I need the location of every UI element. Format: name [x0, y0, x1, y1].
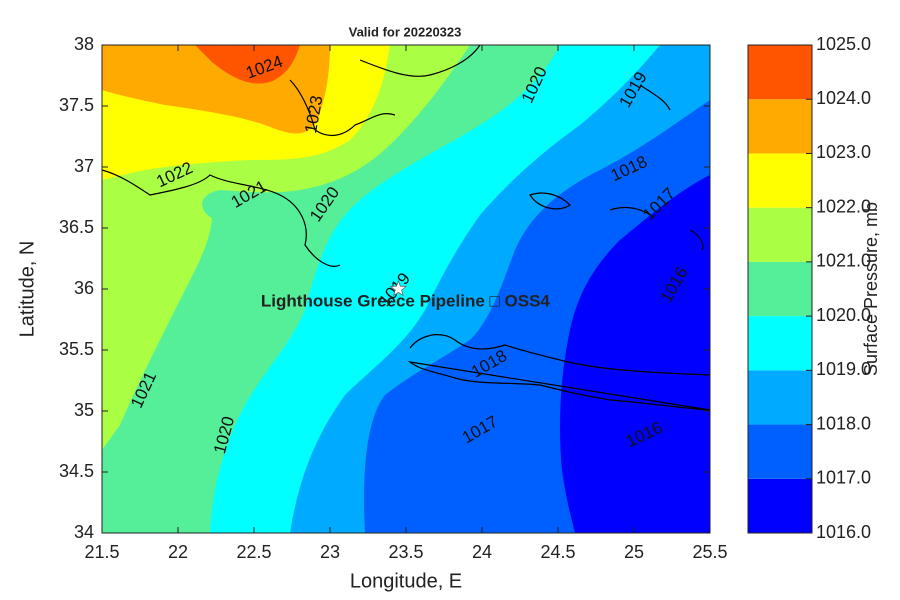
colorbar-frame [747, 44, 813, 534]
colorbar-tick-label: 1023.0 [816, 142, 871, 162]
x-tick-label: 22 [168, 542, 188, 562]
y-tick-label: 36 [74, 278, 94, 298]
pressure-band [195, 45, 300, 84]
y-tick-label: 36.5 [59, 217, 94, 237]
colorbar-tick-label: 1019.0 [816, 359, 871, 379]
x-tick-label: 23.5 [388, 542, 423, 562]
y-tick-label: 35.5 [59, 339, 94, 359]
pressure-field [102, 45, 710, 533]
x-axis-label: Longitude, E [350, 570, 462, 592]
colorbar-band [748, 424, 812, 479]
x-tick-label: 21.5 [84, 542, 119, 562]
colorbar-tick-label: 1018.0 [816, 413, 871, 433]
y-tick-label: 37.5 [59, 95, 94, 115]
colorbar-tick-label: 1025.0 [816, 34, 871, 54]
colorbar-band [748, 370, 812, 425]
site-marker [389, 279, 408, 297]
y-tick-label: 38 [74, 34, 94, 54]
colorbar-tick-label: 1017.0 [816, 468, 871, 488]
chart-title: Valid for 20220323 [349, 24, 462, 39]
colorbar-tick-label: 1016.0 [816, 522, 871, 542]
colorbar-band [748, 207, 812, 262]
x-tick-label: 23 [320, 542, 340, 562]
colorbar-tick-label: 1021.0 [816, 251, 871, 271]
colorbar-label: Surface Pressure, mb [861, 202, 881, 376]
colorbar-band [748, 316, 812, 371]
y-tick-label: 34.5 [59, 461, 94, 481]
colorbar-tick-label: 1022.0 [816, 196, 871, 216]
coastline [407, 334, 710, 411]
x-tick-label: 24 [472, 542, 492, 562]
y-tick-label: 34 [74, 522, 94, 542]
colorbar-tick-label: 1020.0 [816, 305, 871, 325]
colorbar-band [748, 153, 812, 208]
y-tick-label: 37 [74, 156, 94, 176]
colorbar-tick-label: 1024.0 [816, 88, 871, 108]
colorbar-band [748, 478, 812, 533]
x-tick-label: 22.5 [236, 542, 271, 562]
colorbar-band [748, 261, 812, 317]
coastline [529, 84, 704, 251]
site-label: Lighthouse Greece Pipeline □ OSS4 [261, 291, 551, 310]
y-tick-label: 35 [74, 400, 94, 420]
coastline [102, 45, 481, 267]
x-tick-label: 25.5 [692, 542, 727, 562]
x-tick-label: 24.5 [540, 542, 575, 562]
y-axis-label: Latitude, N [16, 241, 38, 338]
colorbar-band [748, 45, 812, 100]
colorbar-band [748, 99, 812, 154]
x-tick-label: 25 [624, 542, 644, 562]
